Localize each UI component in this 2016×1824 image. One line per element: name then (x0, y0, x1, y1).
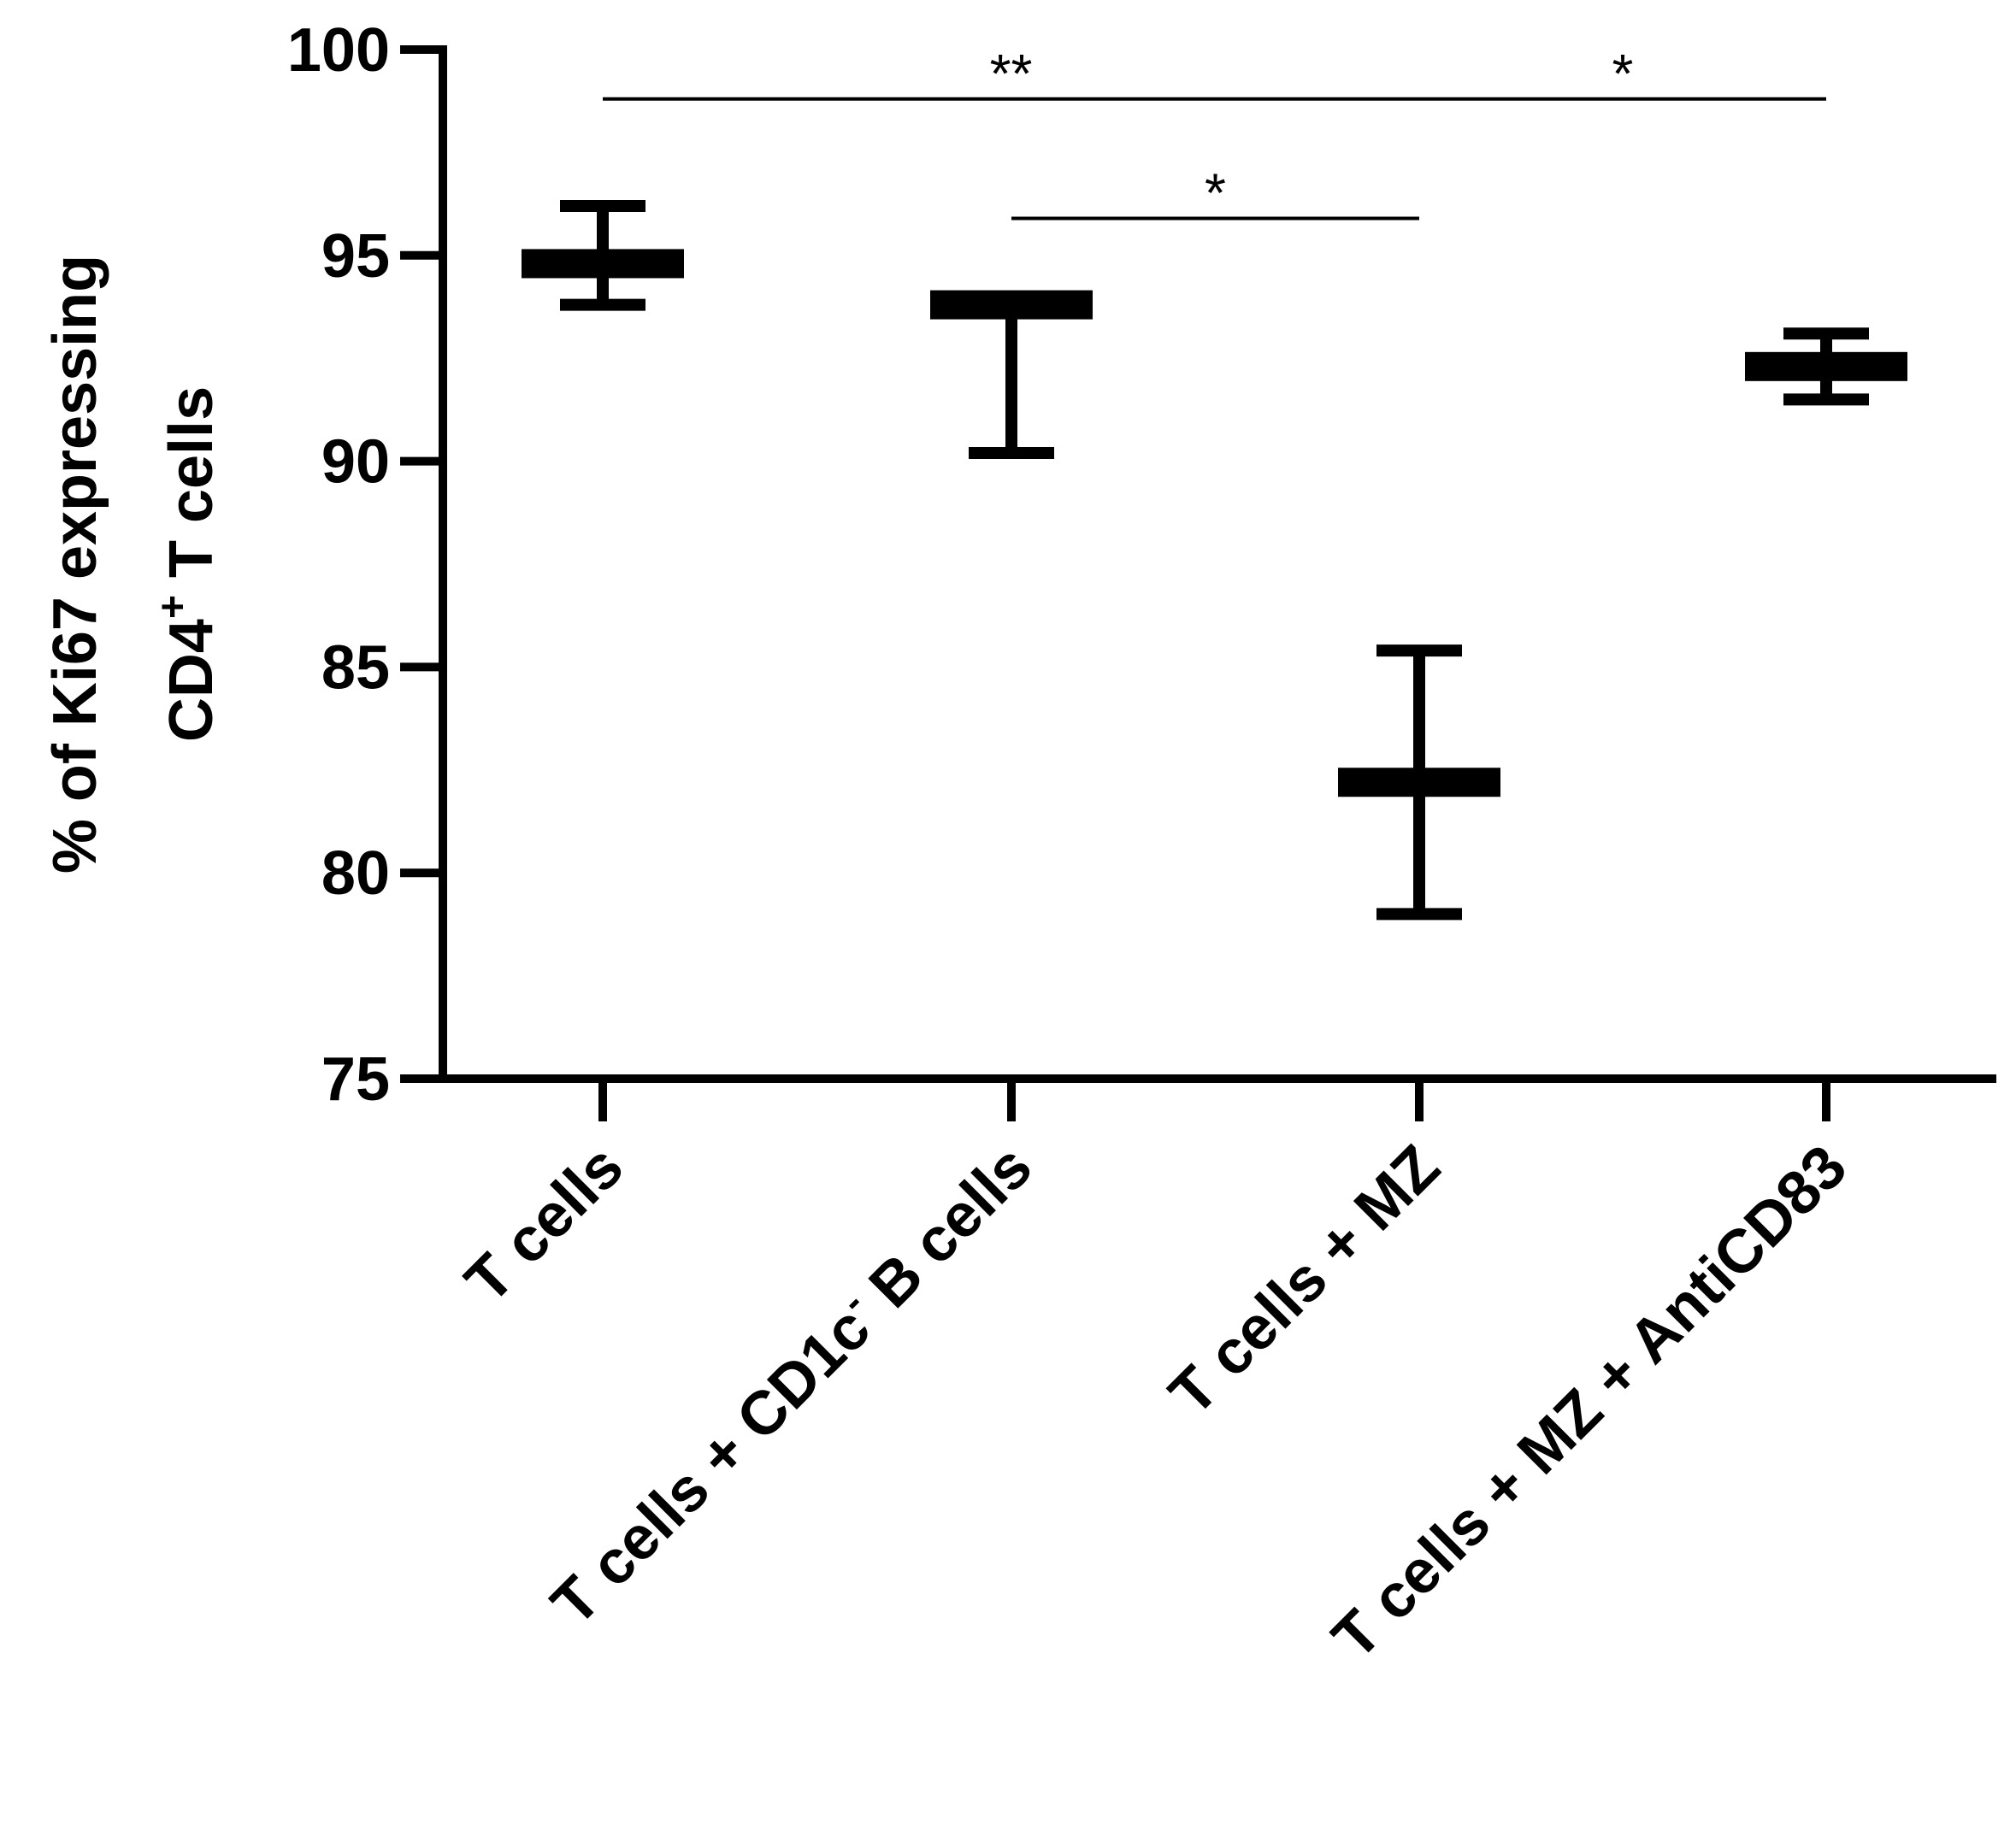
x-tick-label: T cells (452, 1133, 636, 1316)
mean-bar (522, 249, 684, 279)
significance-stars: * (1205, 162, 1226, 223)
y-tick-labels: 75 80 85 90 95 100 (287, 16, 390, 1114)
significance-stars: * (1612, 43, 1634, 104)
y-tick-label: 95 (321, 222, 390, 291)
y-tick-label: 100 (287, 16, 390, 85)
y-axis-label-line1: % of Ki67 expressing (41, 255, 109, 874)
data-marks (522, 200, 1907, 921)
mean-bar (930, 290, 1093, 320)
y-axis-label: % of Ki67 expressing CD4+ T cells (41, 255, 226, 874)
y-tick-label: 75 (321, 1045, 390, 1114)
mean-bar (1745, 351, 1907, 381)
axes-group (400, 45, 1996, 1121)
y-tick-label: 90 (321, 428, 390, 497)
significance-annotations: **** (603, 43, 1826, 223)
x-tick-label: T cells + MZ (1157, 1133, 1453, 1429)
mean-bar (1338, 768, 1500, 797)
y-axis-label-line2: CD4+ T cells (150, 386, 226, 742)
y-tick-label: 85 (321, 633, 390, 702)
significance-stars: ** (990, 43, 1033, 104)
y-tick-label: 80 (321, 839, 390, 908)
